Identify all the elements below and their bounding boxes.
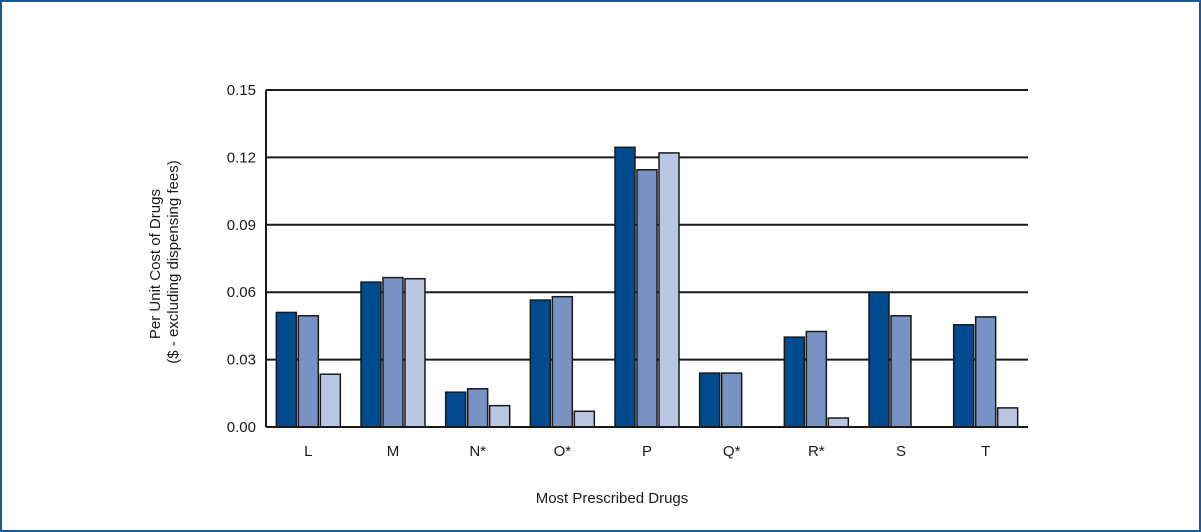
bar <box>319 373 342 428</box>
x-tick-label: L <box>304 443 312 460</box>
bar <box>996 407 1019 428</box>
y-tick-label: 0.00 <box>227 419 256 436</box>
x-axis-label: Most Prescribed Drugs <box>536 490 689 507</box>
y-tick-label: 0.15 <box>227 82 256 99</box>
bar <box>551 295 574 428</box>
y-tick-label: 0.09 <box>227 217 256 234</box>
y-axis-label: Per Unit Cost of Drugs ($ - excluding di… <box>147 160 182 363</box>
x-tick-label: M <box>387 443 400 460</box>
bar <box>698 372 721 428</box>
y-tick-label: 0.06 <box>227 284 256 301</box>
bar <box>974 316 997 428</box>
bar <box>404 277 426 428</box>
axes <box>265 90 1028 428</box>
y-axis-label-line-1: Per Unit Cost of Drugs <box>147 189 164 339</box>
x-tick-label: T <box>981 443 990 460</box>
bar <box>488 404 511 428</box>
bar <box>827 417 850 428</box>
x-tick-label: O* <box>554 443 572 460</box>
y-tick-label: 0.12 <box>227 149 256 166</box>
x-tick-label: Q* <box>723 443 741 460</box>
y-tick-label: 0.03 <box>227 352 256 369</box>
bar <box>529 299 552 428</box>
bar <box>275 311 298 428</box>
bar <box>466 388 489 428</box>
x-tick-label: R* <box>808 443 825 460</box>
bar <box>783 336 806 428</box>
x-tick-label: S <box>896 443 906 460</box>
bar <box>382 276 404 428</box>
bar <box>614 146 636 428</box>
bar <box>573 410 596 428</box>
bar <box>868 291 890 428</box>
x-tick-labels: L M N* O* P Q* R* S T <box>304 443 990 460</box>
bar <box>297 315 320 428</box>
y-tick-labels: 0.00 0.03 0.06 0.09 0.12 0.15 <box>227 82 256 436</box>
bar <box>805 330 828 428</box>
bar <box>658 152 680 428</box>
bar <box>890 315 912 428</box>
x-tick-label: P <box>642 443 652 460</box>
bar <box>360 281 382 428</box>
x-tick-label: N* <box>469 443 486 460</box>
bar <box>952 324 975 428</box>
bar <box>636 169 658 428</box>
bars <box>275 146 1019 428</box>
bar <box>444 391 467 428</box>
bar <box>720 372 743 428</box>
y-axis-label-line-2: ($ - excluding dispensing fees) <box>165 160 182 363</box>
